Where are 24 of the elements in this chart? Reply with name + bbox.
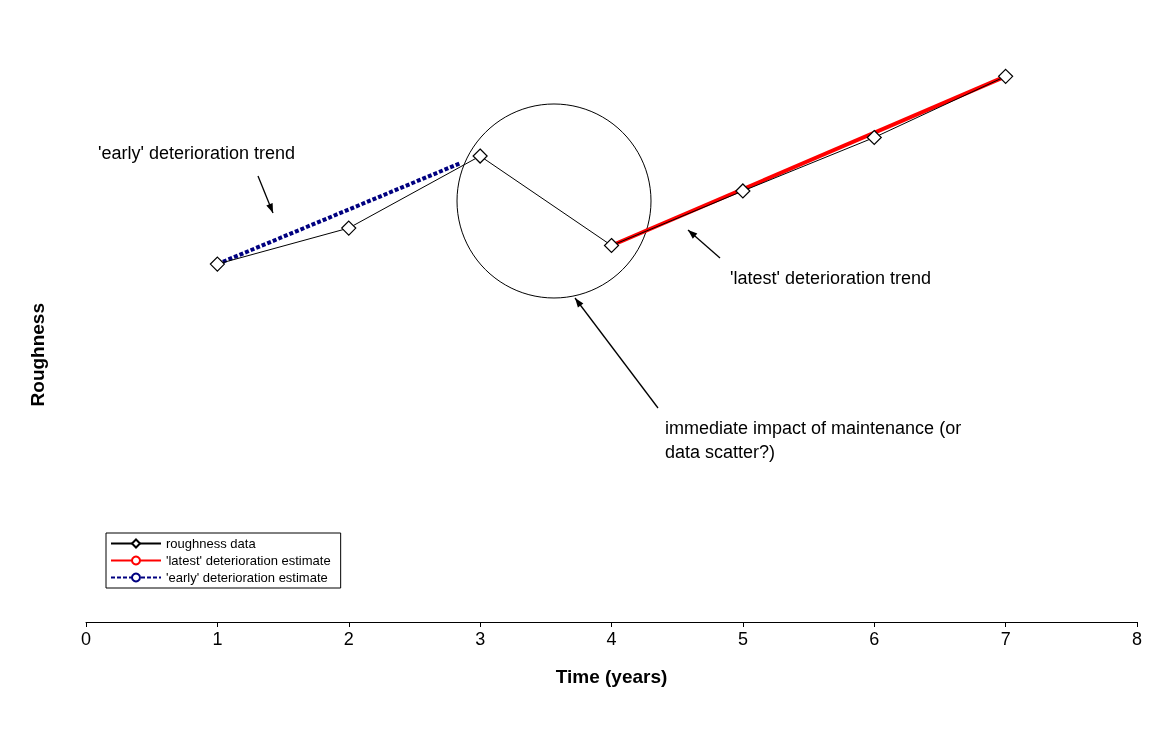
x-tick-label: 0 [80, 629, 92, 649]
x-tick-label: 6 [869, 629, 880, 649]
annotation: 'latest' deterioration trend [730, 268, 931, 288]
legend-label: 'early' deterioration estimate [166, 570, 328, 585]
point [998, 68, 1014, 84]
x-tick-label: 8 [1131, 629, 1143, 649]
x-tick-label: 5 [737, 629, 748, 649]
x-tick-label: 7 [1000, 629, 1011, 649]
y-axis-title: Roughness [27, 303, 48, 407]
point [603, 237, 620, 254]
annotation: 'early' deterioration trend [98, 143, 295, 163]
legend-label: 'latest' deterioration estimate [166, 553, 331, 568]
point [866, 129, 882, 146]
point [341, 220, 357, 236]
point [209, 256, 225, 272]
point [735, 183, 751, 199]
x-tick-label: 2 [343, 629, 354, 649]
annotation: immediate impact of maintenance (or data scatter?) [665, 418, 962, 462]
point [472, 148, 488, 164]
legend-label: roughness data [166, 536, 257, 551]
x-tick-label: 4 [606, 629, 617, 649]
x-axis-title: Time (years) [555, 666, 668, 687]
x-tick-label: 1 [212, 629, 223, 649]
x-tick-label: 3 [475, 629, 486, 649]
